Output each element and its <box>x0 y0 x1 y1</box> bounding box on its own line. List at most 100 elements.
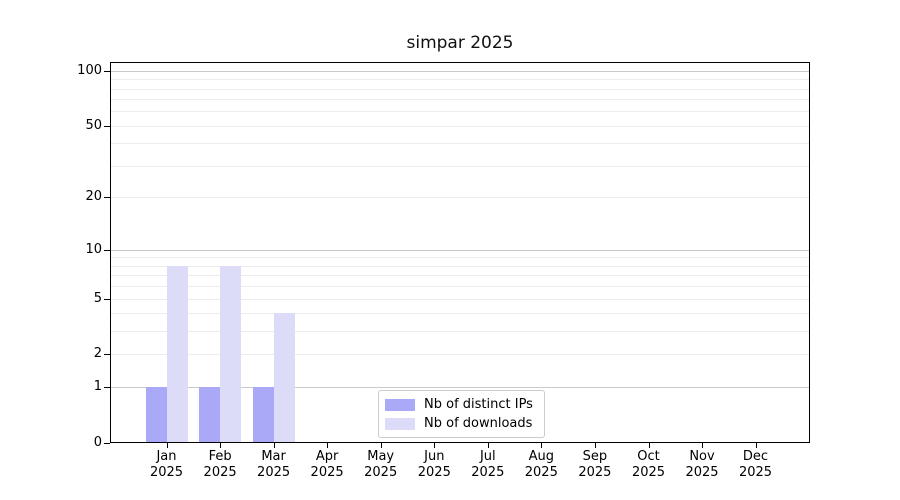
x-tick-mark <box>648 443 650 448</box>
x-tick-month: Mar <box>261 449 286 464</box>
x-tick-label: May 2025 <box>349 449 413 481</box>
legend-label-downloads: Nb of downloads <box>424 416 533 431</box>
gridline-minor <box>111 125 809 127</box>
y-tick-label: 0 <box>93 435 102 450</box>
bar-distinct-ips-feb <box>199 387 220 443</box>
x-tick-month: Dec <box>742 449 769 464</box>
x-tick-mark <box>220 443 222 448</box>
plot-border <box>110 62 810 443</box>
bar-downloads-jan <box>166 265 188 443</box>
gridline-minor <box>111 166 809 167</box>
gridline-major <box>111 387 809 389</box>
x-tick-month: Sep <box>582 449 608 464</box>
x-tick-year: 2025 <box>524 465 558 480</box>
y-tick-label: 100 <box>77 62 102 78</box>
x-tick-year: 2025 <box>417 465 451 480</box>
x-tick-year: 2025 <box>631 465 666 480</box>
x-tick-month: Jun <box>424 449 445 464</box>
x-tick-month: Jul <box>479 449 496 464</box>
x-tick-year: 2025 <box>310 465 344 480</box>
legend-item-distinct-ips: Nb of distinct IPs <box>385 397 538 412</box>
x-tick-label: Jun 2025 <box>402 449 466 481</box>
gridline-minor <box>111 99 809 101</box>
x-tick-year: 2025 <box>203 465 237 480</box>
x-tick-mark <box>434 443 436 448</box>
x-tick-year: 2025 <box>685 465 719 480</box>
x-tick-month: Apr <box>315 449 339 464</box>
gridline-minor <box>111 275 809 277</box>
legend: Nb of distinct IPs Nb of downloads <box>378 390 545 438</box>
y-tick-mark <box>104 125 110 127</box>
x-tick-mark <box>487 443 489 448</box>
bar-downloads-feb <box>220 265 241 443</box>
gridline-major <box>111 70 809 72</box>
legend-label-distinct-ips: Nb of distinct IPs <box>424 397 533 412</box>
bar-distinct-ips-jan <box>145 387 167 443</box>
gridline-minor <box>111 265 809 267</box>
x-tick-mark <box>702 443 703 448</box>
chart-title: simpar 2025 <box>406 33 514 53</box>
gridline-minor <box>111 298 809 300</box>
x-tick-mark <box>594 443 596 448</box>
gridline-minor <box>111 257 809 259</box>
x-tick-label: Dec 2025 <box>724 449 788 481</box>
x-tick-label: Aug 2025 <box>509 449 573 481</box>
bar-downloads-mar <box>273 313 295 443</box>
y-tick-mark <box>104 443 110 444</box>
y-tick-label: 50 <box>85 117 102 133</box>
x-tick-label: Feb 2025 <box>188 449 252 481</box>
x-tick-month: May <box>367 449 395 464</box>
gridline-minor <box>111 143 809 145</box>
y-tick-mark <box>104 70 110 72</box>
x-tick-mark <box>166 443 168 448</box>
x-tick-month: Nov <box>689 449 715 464</box>
gridline-minor <box>111 331 809 333</box>
x-tick-year: 2025 <box>257 465 291 480</box>
y-tick-label: 5 <box>93 290 102 306</box>
x-tick-label: Jul 2025 <box>456 449 520 481</box>
x-tick-mark <box>327 443 329 448</box>
y-tick-label: 1 <box>93 379 102 395</box>
x-tick-mark <box>755 443 757 448</box>
x-tick-year: 2025 <box>471 465 505 480</box>
y-tick-mark <box>104 298 110 300</box>
x-tick-label: Mar 2025 <box>242 449 306 481</box>
x-tick-year: 2025 <box>364 465 398 480</box>
y-tick-label: 20 <box>85 189 102 205</box>
x-tick-mark <box>273 443 275 448</box>
y-tick-label: 10 <box>85 241 102 257</box>
gridline-minor <box>111 286 809 287</box>
y-tick-mark <box>104 197 110 199</box>
x-tick-month: Aug <box>528 449 554 464</box>
legend-swatch-distinct-ips-icon <box>385 398 415 411</box>
x-tick-year: 2025 <box>738 465 773 480</box>
x-tick-month: Jan <box>156 449 177 464</box>
x-tick-label: Sep 2025 <box>563 449 627 481</box>
gridline-major <box>111 249 809 251</box>
gridline-minor <box>111 197 809 199</box>
gridline-minor <box>111 354 809 356</box>
gridline-minor <box>111 88 809 90</box>
x-tick-mark <box>380 443 382 448</box>
x-tick-month: Oct <box>637 449 660 464</box>
x-tick-mark <box>541 443 543 448</box>
gridline-minor <box>111 111 809 113</box>
y-tick-mark <box>104 249 110 251</box>
y-tick-label: 2 <box>93 346 102 362</box>
plot-area <box>110 62 810 443</box>
gridline-minor <box>111 313 809 315</box>
y-tick-mark <box>104 354 110 356</box>
x-tick-label: Apr 2025 <box>295 449 359 481</box>
x-tick-label: Jan 2025 <box>135 449 199 481</box>
x-tick-label: Nov 2025 <box>670 449 734 481</box>
x-tick-month: Feb <box>208 449 232 464</box>
bar-distinct-ips-mar <box>252 387 274 443</box>
legend-item-downloads: Nb of downloads <box>385 416 538 431</box>
gridline-minor <box>111 79 809 81</box>
y-tick-mark <box>104 387 110 389</box>
x-tick-year: 2025 <box>149 465 184 480</box>
legend-swatch-downloads-icon <box>385 417 415 430</box>
x-tick-year: 2025 <box>578 465 612 480</box>
x-tick-label: Oct 2025 <box>617 449 681 481</box>
